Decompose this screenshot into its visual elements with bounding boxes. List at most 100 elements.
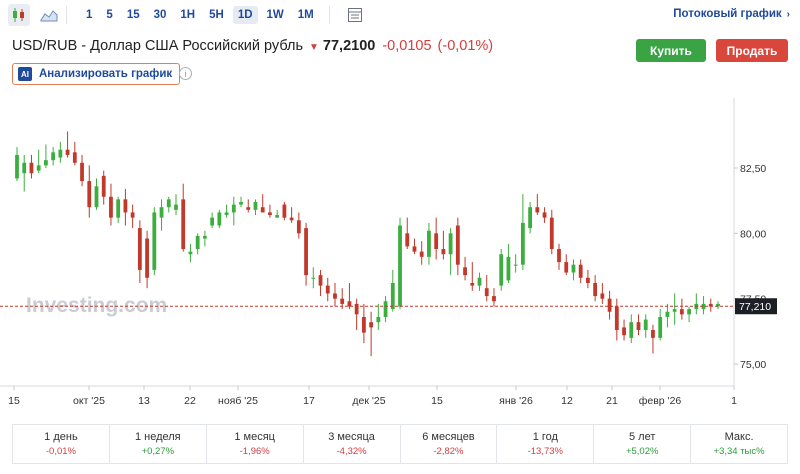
performance-period: Макс.: [724, 431, 754, 443]
timeframe-15[interactable]: 15: [126, 9, 140, 21]
x-tick-label: 15: [8, 395, 20, 407]
performance-value: -0,01%: [45, 446, 76, 457]
candle-body: [629, 322, 634, 338]
candle-body: [687, 309, 691, 315]
performance-period: 1 день: [44, 431, 78, 443]
candle-body: [369, 322, 374, 328]
performance-value: +5,02%: [625, 446, 659, 457]
candle-body: [665, 311, 670, 317]
candle-body: [22, 162, 27, 174]
candle-body: [506, 256, 511, 281]
x-tick-label: 1: [731, 395, 737, 407]
chevron-right-icon: ›: [786, 9, 790, 20]
timeframe-30[interactable]: 30: [153, 9, 167, 21]
candle-body: [188, 251, 193, 255]
candle-body: [101, 175, 106, 197]
timeframe-1[interactable]: 1: [86, 9, 93, 21]
candle-body: [376, 316, 381, 323]
candle-body: [636, 322, 641, 331]
timeframe-5h[interactable]: 5H: [209, 9, 224, 21]
candle-body: [398, 225, 402, 307]
price-down-arrow-icon: ▼: [309, 42, 319, 53]
candle-body: [434, 233, 439, 250]
candle-body: [586, 277, 590, 283]
candle-body: [405, 233, 410, 247]
candle-body: [36, 165, 41, 171]
candle-body: [383, 301, 388, 317]
candle-body: [246, 207, 251, 210]
performance-cell[interactable]: 1 месяц -1,96%: [207, 425, 304, 463]
candle-body: [679, 309, 684, 315]
candle-body: [296, 220, 301, 234]
candle-body: [390, 282, 395, 310]
performance-table: 1 день -0,01% 1 неделя +0,27% 1 месяц -1,96% 3…: [12, 424, 788, 464]
stream-chart-label: Потоковый график: [673, 8, 782, 20]
performance-period: 1 год: [532, 431, 558, 443]
ai-badge-icon: AI: [18, 67, 32, 81]
candle-body: [571, 264, 576, 273]
candle-body: [174, 204, 178, 210]
stream-chart-link[interactable]: Потоковый график ›: [673, 8, 790, 20]
candle-body: [87, 181, 92, 208]
buy-button[interactable]: Купить: [636, 39, 706, 62]
candle-body: [513, 264, 518, 266]
timeframe-1d[interactable]: 1D: [232, 6, 258, 24]
candle-body: [202, 235, 207, 239]
candlestick-chart-icon[interactable]: [8, 4, 30, 26]
timeframe-1m[interactable]: 1M: [297, 9, 314, 21]
timeframe-5[interactable]: 5: [106, 9, 113, 21]
price-chart[interactable]: Investing.com82,5080,0077,5075,0077,2101…: [0, 98, 800, 410]
candle-body: [622, 327, 626, 336]
performance-value: +0,27%: [141, 446, 175, 457]
candle-body: [354, 303, 359, 315]
candle-body: [716, 303, 720, 307]
candle-body: [181, 199, 186, 250]
current-price-tag: [735, 298, 777, 315]
timeframe-1h[interactable]: 1H: [180, 9, 196, 21]
price-change-percent: (-0,01%): [437, 38, 494, 54]
candle-body: [578, 264, 583, 278]
sell-button[interactable]: Продать: [716, 39, 788, 62]
performance-cell[interactable]: 6 месяцев -2,82%: [401, 425, 498, 463]
candle-body: [477, 277, 482, 286]
performance-value: -13,73%: [527, 446, 563, 457]
performance-cell[interactable]: Макс. +3,34 тыс%: [691, 425, 787, 463]
candle-body: [311, 277, 316, 279]
candle-body: [195, 235, 200, 250]
candle-body: [672, 309, 677, 312]
x-tick-label: янв '26: [499, 395, 533, 407]
candle-body: [542, 212, 547, 218]
candle-body: [72, 152, 77, 163]
timeframe-1w[interactable]: 1W: [266, 9, 284, 21]
candle-body: [289, 217, 294, 221]
performance-cell[interactable]: 1 год -13,73%: [497, 425, 595, 463]
area-chart-icon[interactable]: [38, 4, 60, 26]
candle-body: [282, 204, 287, 218]
candle-body: [137, 228, 142, 270]
candle-body: [412, 246, 417, 252]
candle-body: [260, 207, 265, 213]
performance-cell[interactable]: 1 день -0,01%: [13, 425, 110, 463]
analyze-chart-button[interactable]: AI Анализировать график: [12, 63, 181, 85]
performance-value: +3,34 тыс%: [713, 446, 765, 457]
indicators-icon[interactable]: [344, 4, 366, 26]
performance-cell[interactable]: 5 лет +5,02%: [594, 425, 692, 463]
candle-body: [318, 275, 323, 286]
candle-body: [166, 199, 171, 208]
candle-body: [419, 251, 424, 257]
performance-cell[interactable]: 3 месяца -4,32%: [304, 425, 401, 463]
info-icon[interactable]: i: [179, 67, 192, 80]
current-price-label: 77,210: [739, 301, 771, 313]
performance-cell[interactable]: 1 неделя +0,27%: [110, 425, 207, 463]
x-tick-label: февр '26: [639, 395, 682, 407]
candle-body: [463, 267, 467, 276]
candle-body: [224, 212, 229, 216]
candle-body: [441, 249, 446, 255]
candle-body: [708, 303, 713, 307]
candle-body: [325, 285, 330, 294]
y-tick-label: 80,00: [740, 228, 766, 240]
x-tick-label: 17: [303, 395, 315, 407]
candle-body: [123, 199, 128, 213]
candle-body: [658, 316, 663, 338]
candle-body: [94, 186, 99, 208]
